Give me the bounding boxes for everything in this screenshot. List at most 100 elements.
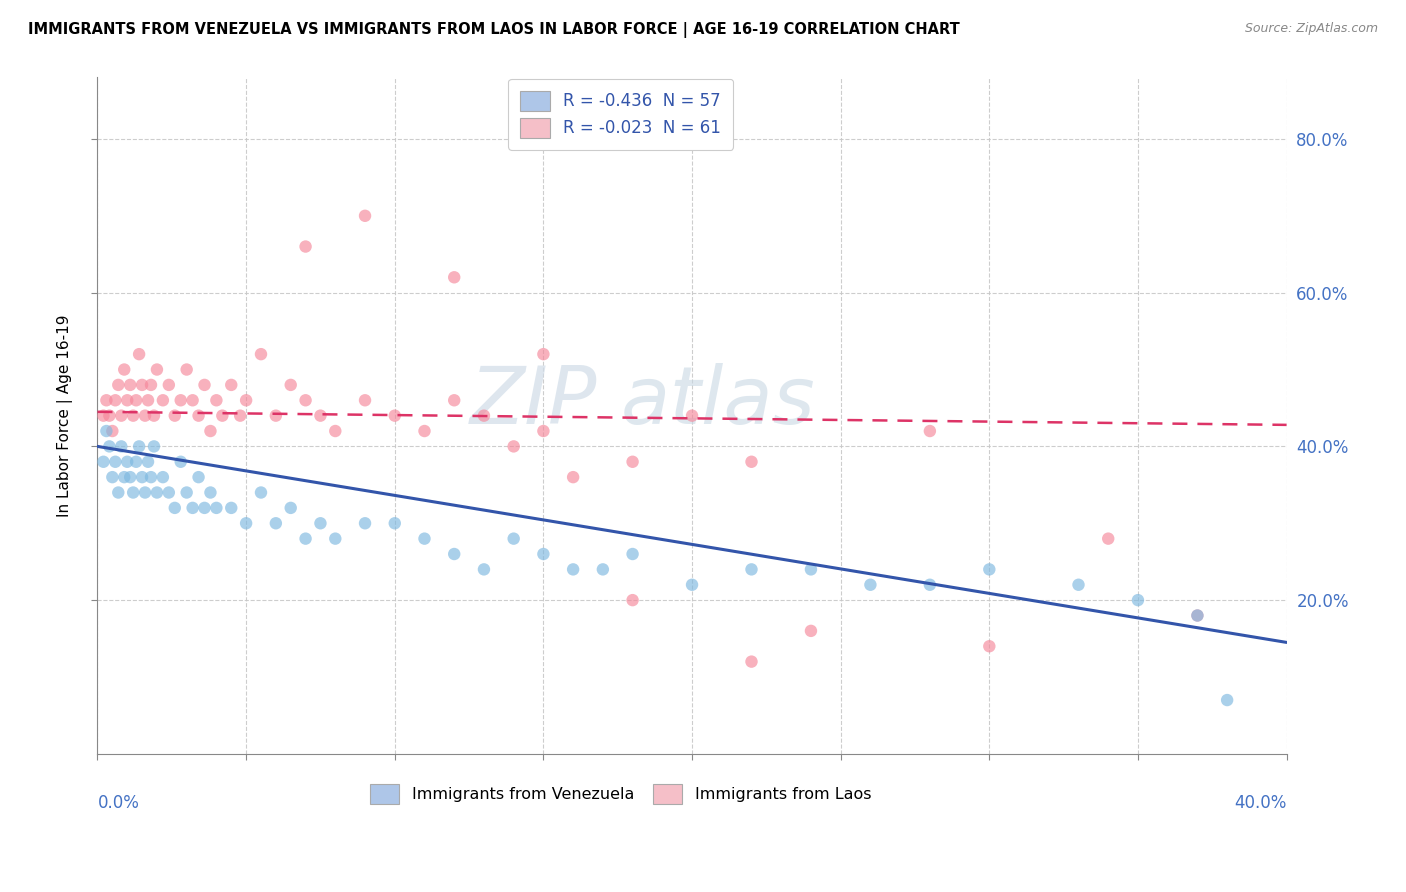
Point [143,409,166,423]
Point [157,485,180,500]
Point [918,578,941,592]
Point [502,532,524,546]
Text: 40.0%: 40.0% [1234,795,1286,813]
Point [115,455,138,469]
Point [621,547,644,561]
Point [120,470,142,484]
Point [181,500,204,515]
Point [323,424,346,438]
Point [110,439,132,453]
Point [98,409,121,423]
Point [146,485,169,500]
Point [309,516,332,531]
Point [384,516,406,531]
Point [136,393,159,408]
Text: 0.0%: 0.0% [97,795,139,813]
Point [120,378,142,392]
Point [443,270,465,285]
Point [200,485,222,500]
Point [621,455,644,469]
Point [139,470,162,484]
Point [110,409,132,423]
Point [134,485,156,500]
Point [93,455,115,469]
Point [107,485,129,500]
Point [139,378,162,392]
Point [229,409,252,423]
Point [592,562,614,576]
Point [98,439,121,453]
Point [235,516,257,531]
Point [681,578,703,592]
Point [170,393,193,408]
Point [443,547,465,561]
Point [502,439,524,453]
Point [107,378,129,392]
Point [354,393,377,408]
Point [128,439,150,453]
Point [681,409,703,423]
Point [112,470,135,484]
Point [621,593,644,607]
Point [136,455,159,469]
Point [131,470,153,484]
Point [104,455,127,469]
Y-axis label: In Labor Force | Age 16-19: In Labor Force | Age 16-19 [58,314,73,516]
Point [1097,532,1119,546]
Point [152,393,174,408]
Point [979,562,1001,576]
Point [1187,608,1209,623]
Point [979,639,1001,653]
Point [163,500,186,515]
Point [264,516,287,531]
Text: ZIP: ZIP [470,363,598,442]
Point [205,393,228,408]
Point [800,624,823,638]
Point [294,532,316,546]
Point [101,424,124,438]
Point [219,378,242,392]
Point [115,393,138,408]
Point [125,393,148,408]
Point [131,378,153,392]
Point [205,500,228,515]
Point [443,393,465,408]
Point [193,500,215,515]
Point [176,362,198,376]
Point [122,409,145,423]
Point [800,562,823,576]
Legend: Immigrants from Venezuela, Immigrants from Laos: Immigrants from Venezuela, Immigrants fr… [360,775,880,814]
Point [112,362,135,376]
Point [472,409,495,423]
Point [918,424,941,438]
Point [101,470,124,484]
Point [280,500,302,515]
Text: atlas: atlas [620,363,815,442]
Text: Source: ZipAtlas.com: Source: ZipAtlas.com [1244,22,1378,36]
Point [294,239,316,253]
Point [562,562,585,576]
Point [309,409,332,423]
Point [264,409,287,423]
Point [170,455,193,469]
Point [354,516,377,531]
Point [250,347,273,361]
Point [134,409,156,423]
Point [859,578,882,592]
Point [163,409,186,423]
Point [740,562,762,576]
Point [531,424,554,438]
Point [219,500,242,515]
Point [187,409,209,423]
Point [354,209,377,223]
Point [413,424,436,438]
Point [740,455,762,469]
Point [125,455,148,469]
Point [235,393,257,408]
Point [181,393,204,408]
Point [323,532,346,546]
Point [531,547,554,561]
Point [472,562,495,576]
Point [96,393,118,408]
Point [531,347,554,361]
